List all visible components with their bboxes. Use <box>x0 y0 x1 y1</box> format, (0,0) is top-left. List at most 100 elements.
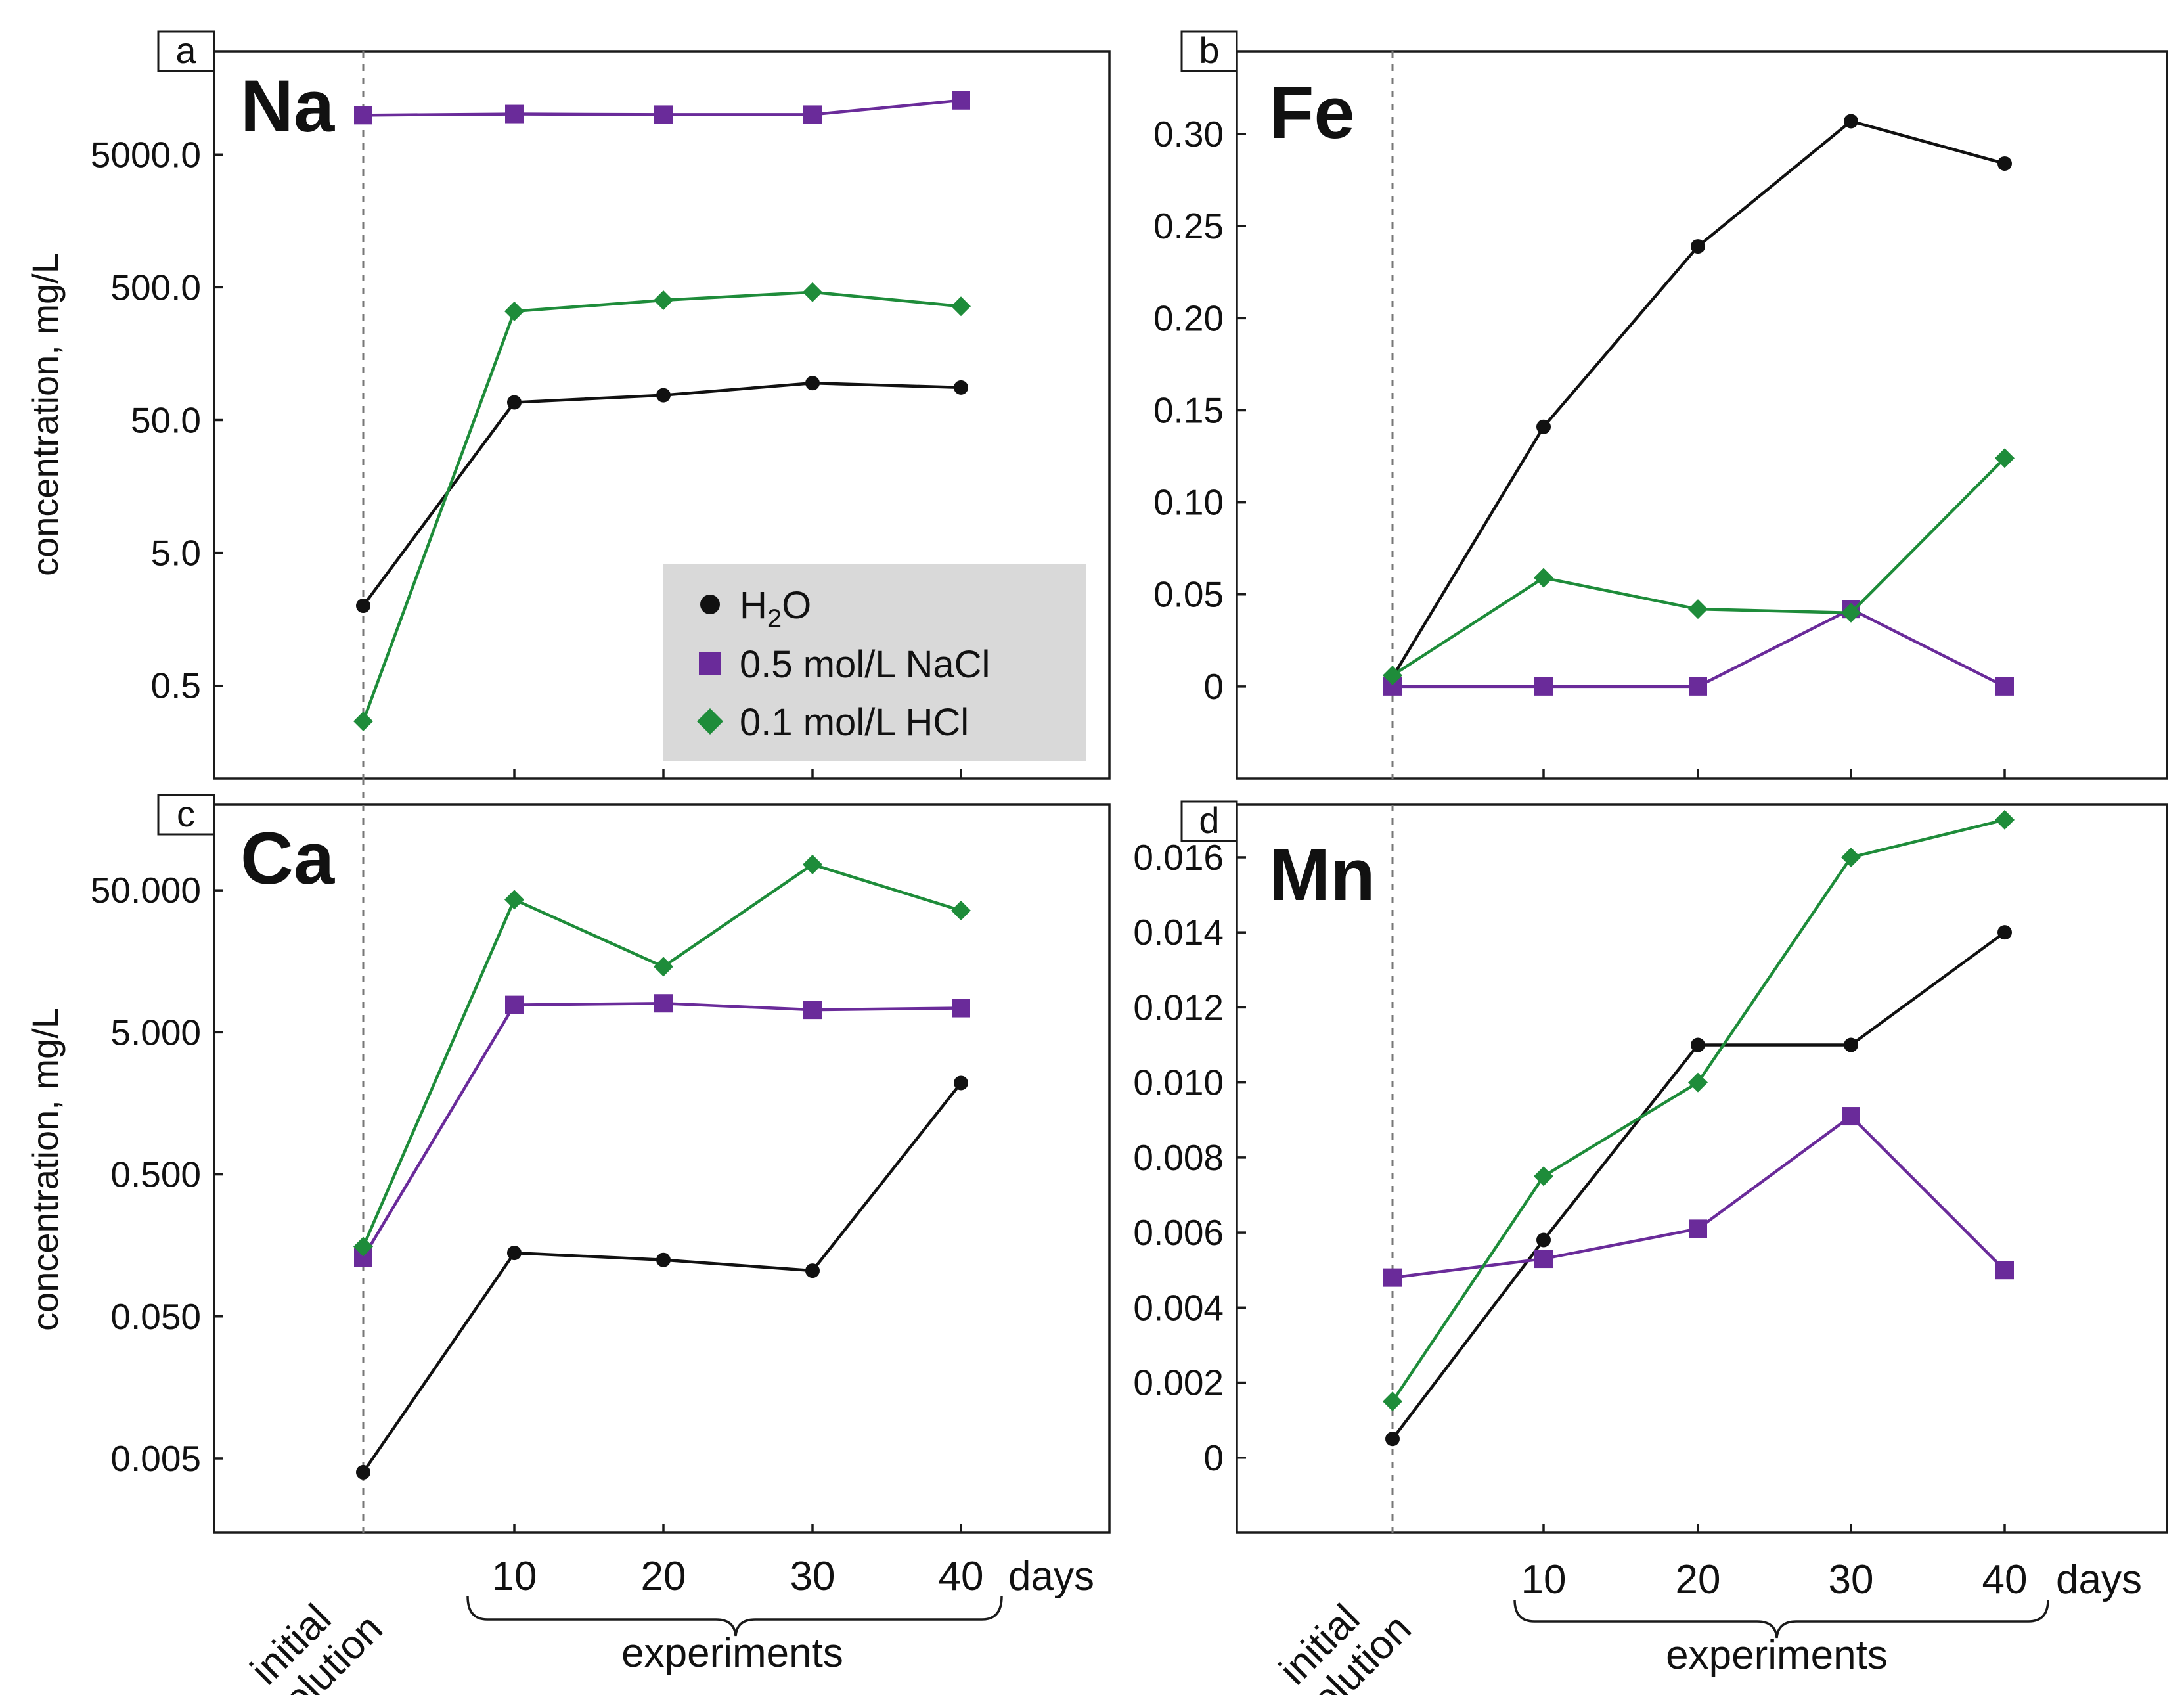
panel-b-xticks <box>1542 769 2006 779</box>
panel-d-line-nacl <box>1392 1114 2006 1279</box>
panel-d-point-hcl-2 <box>1688 1072 1708 1093</box>
legend-nacl-label: 0.5 mol/L NaCl <box>740 643 990 686</box>
panel-a-point-hcl-1 <box>504 301 524 321</box>
panel-b-point-h2o-1 <box>1536 419 1551 434</box>
panel-d-point-hcl-3 <box>1841 847 1861 867</box>
day-label-left-20: 20 <box>641 1554 686 1599</box>
panel-a-yticks: 0.5 5.0 50.0 500.0 5000.0 <box>91 134 223 706</box>
day-label-left-40: 40 <box>939 1554 984 1599</box>
day-label-left-30: 30 <box>790 1554 836 1599</box>
panel-d-ytick-label: 0.006 <box>1133 1212 1224 1253</box>
panel-b-ytick-label: 0 <box>1203 666 1224 707</box>
panel-d-point-nacl-1 <box>1534 1250 1553 1269</box>
panel-c-ytick-label: 5.000 <box>110 1012 201 1052</box>
panel-a-point-nacl-1 <box>505 104 524 124</box>
legend-nacl-marker <box>699 652 721 675</box>
panel-b-line-nacl <box>1393 607 2006 689</box>
panel-c-point-hcl-0 <box>353 1236 373 1257</box>
legend-item-h2o: H2O <box>700 584 811 633</box>
panel-c: 0.005 0.050 0.500 5.000 50.000 c Ca concentr… <box>24 779 1111 1534</box>
panel-d-ytick-label: 0.008 <box>1133 1137 1224 1178</box>
panel-b-element: Fe <box>1269 72 1355 154</box>
panel-a-point-nacl-0 <box>354 106 372 125</box>
panel-d-ytick-label: 0 <box>1203 1437 1224 1478</box>
panel-b-ytick-label: 0.25 <box>1153 206 1224 246</box>
panel-a-point-hcl-4 <box>951 296 971 317</box>
panel-c-yticks: 0.005 0.050 0.500 5.000 50.000 <box>91 870 223 1479</box>
legend-box <box>663 564 1086 761</box>
panel-c-point-nacl-3 <box>803 1001 822 1020</box>
panel-a-ytick-label: 50.0 <box>131 400 201 441</box>
panel-c-point-h2o-0 <box>356 1464 370 1480</box>
panel-d-letter-box <box>1180 800 1238 842</box>
panel-c-ytick-label: 50.000 <box>91 870 201 911</box>
panel-a-series <box>353 91 971 731</box>
panel-b-point-hcl-2 <box>1688 599 1708 620</box>
experiments-label-right: experiments <box>1666 1633 1888 1678</box>
panel-c-point-h2o-3 <box>805 1263 820 1278</box>
panel-a-ytick-label: 0.5 <box>151 666 201 706</box>
panel-a: 0.5 5.0 50.0 500.0 5000.0 a Na concentration… <box>24 30 1111 780</box>
x-axis-annotations-left: initial solution 10 20 30 40 days experi… <box>242 1554 1094 1695</box>
panel-b-ytick-label: 0.05 <box>1153 574 1224 615</box>
panel-d-yticks: 0 0.002 0.004 0.006 0.008 0.010 0.012 0.014 0.01… <box>1133 837 1246 1478</box>
panel-c-point-nacl-2 <box>654 994 673 1013</box>
panel-b-point-hcl-0 <box>1383 666 1402 686</box>
panel-d-point-nacl-2 <box>1689 1219 1707 1238</box>
panel-a-point-nacl-4 <box>952 91 970 110</box>
days-label-right: days <box>2056 1557 2142 1602</box>
panel-b-point-h2o-4 <box>1997 156 2012 171</box>
day-label-right-10: 10 <box>1521 1557 1567 1602</box>
panel-d-ytick-label: 0.004 <box>1133 1287 1224 1328</box>
panel-b-ytick-label: 0.30 <box>1153 114 1224 154</box>
panel-c-point-hcl-4 <box>951 901 971 921</box>
panel-b-frame <box>1236 50 2168 780</box>
experiments-brace-left <box>466 1596 1003 1637</box>
legend-h2o-marker <box>700 595 720 614</box>
legend-h2o-label: H2O <box>740 584 811 633</box>
panel-c-ytick-label: 0.050 <box>110 1296 201 1337</box>
panel-d-ytick-label: 0.002 <box>1133 1363 1224 1403</box>
panel-a-point-hcl-3 <box>803 282 822 302</box>
panel-b-series <box>1383 114 2015 696</box>
panel-b-letter: b <box>1199 30 1219 71</box>
legend-item-nacl: 0.5 mol/L NaCl <box>699 643 990 686</box>
panel-b-yticks: 0 0.05 0.10 0.15 0.20 0.25 0.30 <box>1153 114 1246 707</box>
panel-a-ylabel: concentration, mg/L <box>24 253 66 576</box>
panel-a-point-h2o-1 <box>507 395 522 410</box>
panel-d-point-hcl-0 <box>1383 1391 1402 1412</box>
panel-d-frame <box>1236 803 2168 1534</box>
legend-hcl-label: 0.1 mol/L HCl <box>740 701 969 744</box>
panel-b-point-hcl-4 <box>1995 448 2015 468</box>
panel-b-ytick-label: 0.20 <box>1153 298 1224 338</box>
panel-c-point-h2o-2 <box>656 1252 671 1267</box>
panel-c-ytick-label: 0.005 <box>110 1438 201 1479</box>
panel-b-point-nacl-2 <box>1689 677 1707 696</box>
panel-c-ytick-label: 0.500 <box>110 1154 201 1195</box>
panel-c-point-h2o-4 <box>954 1075 968 1091</box>
panel-b-point-hcl-1 <box>1534 568 1553 588</box>
panel-c-letter-box <box>157 794 215 836</box>
panel-c-letter: c <box>177 793 195 834</box>
panel-d-point-h2o-3 <box>1844 1037 1858 1052</box>
panel-d-letter: d <box>1199 800 1219 841</box>
days-label-left: days <box>1008 1554 1094 1599</box>
day-label-right-30: 30 <box>1829 1557 1874 1602</box>
panel-b-letter-box <box>1180 30 1238 72</box>
panel-d-point-hcl-1 <box>1534 1166 1553 1186</box>
day-label-right-20: 20 <box>1676 1557 1721 1602</box>
panel-b-point-hcl-3 <box>1841 602 1861 623</box>
legend: H2O 0.5 mol/L NaCl 0.1 mol/L HCl <box>663 564 1086 761</box>
panel-a-point-h2o-0 <box>356 599 370 614</box>
panel-a-xticks <box>513 769 962 779</box>
panel-d-xticks <box>1542 1524 2006 1533</box>
panel-d-point-h2o-0 <box>1385 1432 1400 1447</box>
panel-c-point-hcl-1 <box>504 890 524 910</box>
panel-b-ytick-label: 0.15 <box>1153 390 1224 430</box>
panel-d-series <box>1383 809 2015 1447</box>
panel-d-point-hcl-4 <box>1995 809 2015 830</box>
panel-c-element: Ca <box>240 817 335 899</box>
panel-b-point-h2o-2 <box>1691 239 1705 254</box>
panel-a-element: Na <box>240 65 335 147</box>
panel-d-point-h2o-2 <box>1691 1037 1705 1052</box>
